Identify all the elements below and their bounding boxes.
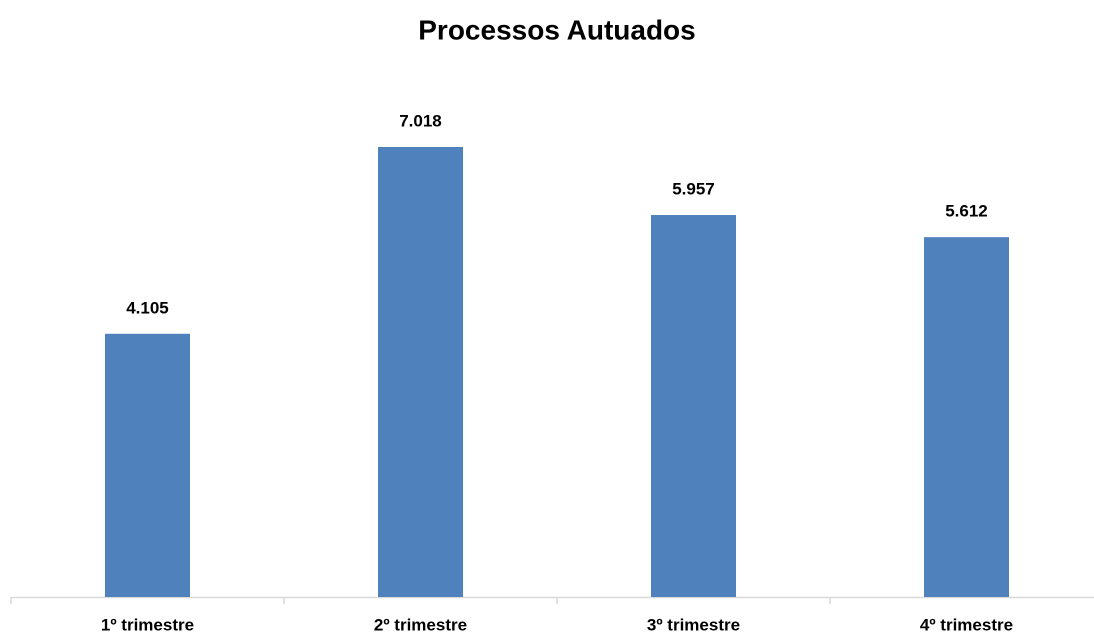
x-tick-label: 3º trimestre	[647, 615, 740, 634]
x-tick-label: 2º trimestre	[374, 615, 467, 634]
x-tick-label: 4º trimestre	[920, 615, 1013, 634]
bar	[924, 237, 1009, 598]
bar	[378, 147, 463, 597]
data-label: 7.018	[399, 111, 442, 130]
chart-title: Processos Autuados	[418, 14, 695, 45]
data-label: 5.957	[672, 180, 715, 199]
bar	[651, 215, 736, 597]
bar	[105, 333, 190, 597]
data-label: 4.105	[126, 298, 169, 317]
x-tick-label: 1º trimestre	[101, 615, 194, 634]
data-label: 5.612	[945, 202, 988, 221]
